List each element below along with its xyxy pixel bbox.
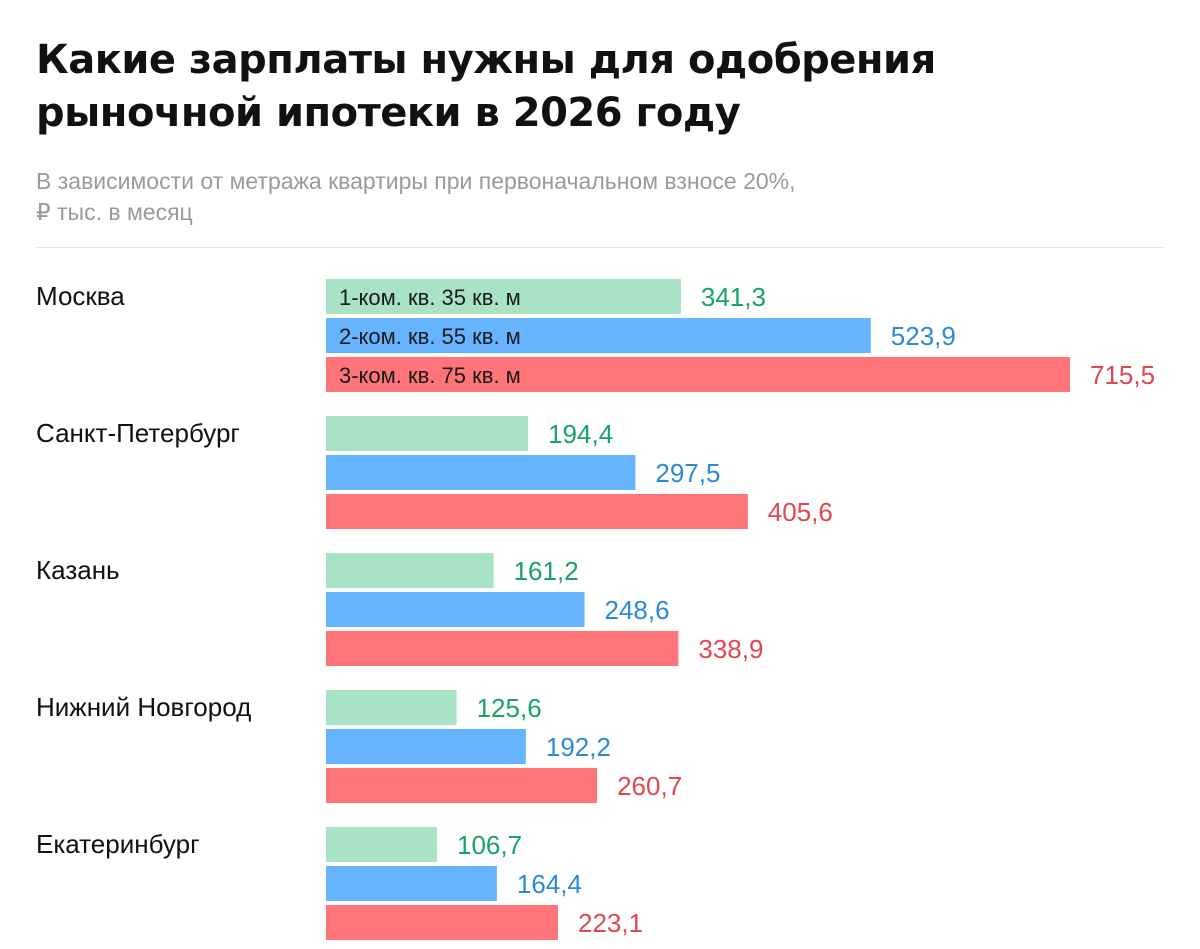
value-label-казань-series-3: 338,9 bbox=[698, 634, 763, 664]
category-label-москва: Москва bbox=[36, 281, 125, 311]
bar-санкт-петербург-series-2 bbox=[326, 455, 636, 490]
value-label-москва-series-1: 341,3 bbox=[701, 282, 766, 312]
value-label-санкт-петербург-series-2: 297,5 bbox=[655, 458, 720, 488]
category-label-екатеринбург: Екатеринбург bbox=[36, 829, 200, 859]
value-label-москва-series-2: 523,9 bbox=[891, 321, 956, 351]
chart-subtitle-line-2: ₽ тыс. в месяц bbox=[36, 199, 193, 225]
value-label-екатеринбург-series-3: 223,1 bbox=[578, 908, 643, 938]
chart-title: Какие зарплаты нужны для одобрения рыноч… bbox=[36, 34, 1156, 140]
bar-казань-series-3 bbox=[326, 631, 679, 666]
value-label-нижний-новгород-series-3: 260,7 bbox=[617, 771, 682, 801]
bar-нижний-новгород-series-1 bbox=[326, 690, 457, 725]
category-label-санкт-петербург: Санкт-Петербург bbox=[36, 418, 240, 448]
category-label-казань: Казань bbox=[36, 555, 120, 585]
bar-нижний-новгород-series-3 bbox=[326, 768, 598, 803]
legend-label-series-1: 1-ком. кв. 35 кв. м bbox=[339, 285, 521, 310]
category-label-нижний-новгород: Нижний Новгород bbox=[36, 692, 251, 722]
bar-екатеринбург-series-3 bbox=[326, 905, 558, 940]
value-label-москва-series-3: 715,5 bbox=[1090, 360, 1155, 390]
chart-subtitle-line-1: В зависимости от метража квартиры при пе… bbox=[36, 168, 796, 194]
header-divider bbox=[36, 247, 1164, 248]
bar-екатеринбург-series-1 bbox=[326, 827, 437, 862]
bar-москва-series-3 bbox=[326, 357, 1070, 392]
bar-москва-series-2 bbox=[326, 318, 871, 353]
bar-нижний-новгород-series-2 bbox=[326, 729, 526, 764]
chart-title-line-2: рыночной ипотеки в 2026 году bbox=[36, 90, 741, 136]
bar-санкт-петербург-series-3 bbox=[326, 494, 748, 529]
chart-title-line-1: Какие зарплаты нужны для одобрения bbox=[36, 37, 936, 83]
value-label-казань-series-1: 161,2 bbox=[514, 556, 579, 586]
value-label-екатеринбург-series-2: 164,4 bbox=[517, 869, 582, 899]
bar-екатеринбург-series-2 bbox=[326, 866, 497, 901]
bar-казань-series-2 bbox=[326, 592, 585, 627]
bar-казань-series-1 bbox=[326, 553, 494, 588]
legend-label-series-3: 3-ком. кв. 75 кв. м bbox=[339, 363, 521, 388]
bar-санкт-петербург-series-1 bbox=[326, 416, 529, 451]
value-label-нижний-новгород-series-1: 125,6 bbox=[477, 693, 542, 723]
value-label-екатеринбург-series-1: 106,7 bbox=[457, 830, 522, 860]
legend-label-series-2: 2-ком. кв. 55 кв. м bbox=[339, 324, 521, 349]
value-label-нижний-новгород-series-2: 192,2 bbox=[546, 732, 611, 762]
value-label-казань-series-2: 248,6 bbox=[605, 595, 670, 625]
bar-москва-series-1 bbox=[326, 279, 681, 314]
value-label-санкт-петербург-series-3: 405,6 bbox=[768, 497, 833, 527]
chart-subtitle: В зависимости от метража квартиры при пе… bbox=[36, 166, 1156, 228]
value-label-санкт-петербург-series-1: 194,4 bbox=[548, 419, 613, 449]
